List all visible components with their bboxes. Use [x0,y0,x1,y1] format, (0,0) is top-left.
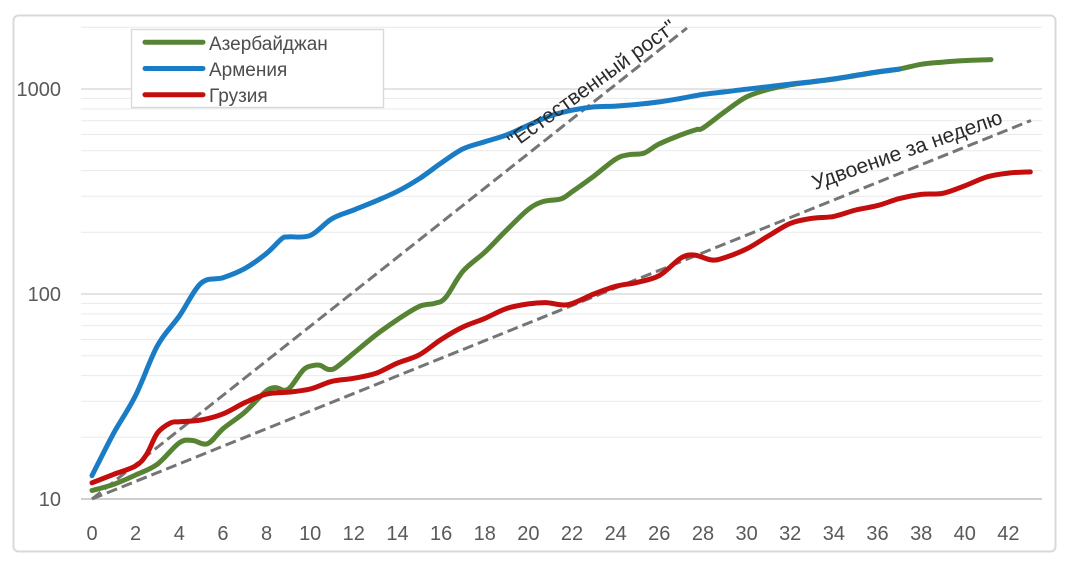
svg-text:10: 10 [39,489,61,511]
svg-text:22: 22 [561,523,583,545]
svg-text:40: 40 [954,523,976,545]
svg-text:8: 8 [261,523,272,545]
svg-text:28: 28 [692,523,714,545]
svg-text:4: 4 [174,523,185,545]
svg-text:14: 14 [386,523,408,545]
svg-text:0: 0 [86,523,97,545]
svg-text:20: 20 [517,523,539,545]
svg-text:18: 18 [474,523,496,545]
svg-text:16: 16 [430,523,452,545]
svg-text:26: 26 [648,523,670,545]
svg-text:30: 30 [735,523,757,545]
svg-text:Армения: Армения [209,60,287,81]
svg-text:32: 32 [779,523,801,545]
svg-text:38: 38 [910,523,932,545]
svg-text:100: 100 [28,284,61,306]
svg-text:6: 6 [217,523,228,545]
svg-text:Азербайджан: Азербайджан [209,34,328,55]
svg-text:1000: 1000 [17,79,62,101]
svg-text:34: 34 [823,523,845,545]
svg-text:10: 10 [299,523,321,545]
svg-text:Грузия: Грузия [209,86,268,107]
svg-text:2: 2 [130,523,141,545]
svg-text:42: 42 [997,523,1019,545]
svg-text:24: 24 [605,523,627,545]
svg-text:36: 36 [866,523,888,545]
svg-text:12: 12 [343,523,365,545]
